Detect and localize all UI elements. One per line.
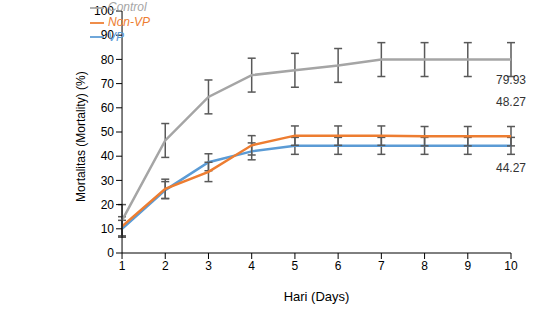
svg-text:30: 30 [101,174,115,188]
svg-text:6: 6 [335,259,342,273]
svg-text:79.93: 79.93 [496,73,526,87]
svg-text:3: 3 [205,259,212,273]
svg-text:10: 10 [504,259,518,273]
svg-text:44.27: 44.27 [496,161,526,175]
svg-text:8: 8 [421,259,428,273]
svg-text:0: 0 [107,246,114,260]
svg-text:20: 20 [101,198,115,212]
svg-text:80: 80 [101,53,115,67]
svg-text:4: 4 [248,259,255,273]
svg-text:60: 60 [101,101,115,115]
svg-text:1: 1 [119,259,126,273]
svg-text:2: 2 [162,259,169,273]
svg-text:50: 50 [101,125,115,139]
svg-text:48.27: 48.27 [496,95,526,109]
svg-text:90: 90 [101,28,115,42]
svg-text:40: 40 [101,149,115,163]
svg-text:70: 70 [101,77,115,91]
svg-text:Mortalitas (Mortality) (%): Mortalitas (Mortality) (%) [74,71,88,202]
svg-text:9: 9 [464,259,471,273]
svg-text:5: 5 [292,259,299,273]
svg-text:100: 100 [94,4,114,18]
svg-text:10: 10 [101,222,115,236]
svg-text:7: 7 [378,259,385,273]
svg-text:Hari (Days): Hari (Days) [284,289,350,304]
